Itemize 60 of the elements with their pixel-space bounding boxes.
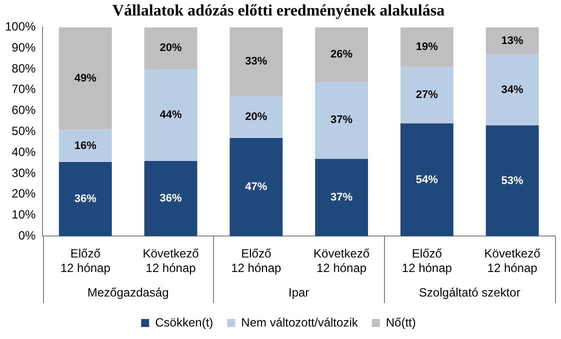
data-label: 53% bbox=[501, 174, 524, 187]
text: Ipar bbox=[288, 285, 310, 300]
y-tick-label: 100% bbox=[4, 20, 36, 34]
data-label: 37% bbox=[330, 192, 353, 204]
bar bbox=[486, 27, 539, 54]
legend-label: Csökken(t) bbox=[155, 315, 214, 330]
bar bbox=[400, 27, 454, 67]
y-tick-label: 70% bbox=[12, 82, 36, 96]
chart-title: Vállalatok adózás előtti eredményének alakulása bbox=[112, 2, 445, 20]
bar bbox=[144, 27, 198, 69]
x-tick-label: Következő 12 hónap bbox=[314, 246, 370, 276]
data-label: 37% bbox=[330, 114, 353, 126]
y-tick-label: 20% bbox=[12, 186, 36, 201]
data-label: 16% bbox=[74, 140, 97, 152]
y-tick-label: 10% bbox=[12, 208, 36, 222]
y-tick-label: 80% bbox=[12, 61, 36, 76]
data-label: 33% bbox=[245, 56, 268, 68]
bar bbox=[315, 27, 368, 82]
data-label: 27% bbox=[416, 89, 438, 102]
bar bbox=[400, 123, 454, 236]
x-tick-label: Következő 12 hónap bbox=[484, 246, 541, 276]
y-tick-label: 40% bbox=[12, 144, 36, 159]
text: Szolgáltató szektor bbox=[418, 285, 520, 300]
data-label: 20% bbox=[160, 42, 182, 54]
y-tick-label: 30% bbox=[12, 166, 36, 180]
bar bbox=[58, 130, 112, 162]
bar bbox=[486, 54, 539, 126]
x-tick-label: Előző 12 hónap bbox=[60, 246, 111, 276]
y-tick-label: 90% bbox=[12, 40, 36, 54]
data-label: 47% bbox=[245, 181, 268, 194]
data-label: 26% bbox=[330, 48, 353, 60]
bar bbox=[230, 138, 283, 236]
bar bbox=[144, 160, 198, 236]
bar bbox=[58, 27, 112, 130]
data-label: 19% bbox=[416, 41, 438, 54]
bar bbox=[315, 158, 368, 236]
bar bbox=[58, 162, 112, 236]
bar bbox=[400, 66, 454, 124]
legend-label: Nő(tt) bbox=[386, 315, 416, 330]
data-label: 34% bbox=[501, 84, 524, 96]
data-label: 13% bbox=[501, 34, 524, 47]
bar bbox=[230, 96, 283, 138]
x-tick-label: Előző 12 hónap bbox=[402, 246, 452, 276]
data-label: 49% bbox=[74, 72, 97, 84]
y-tick-label: 0% bbox=[18, 228, 36, 243]
bar bbox=[486, 125, 539, 236]
text: Mezőgazdaság bbox=[87, 285, 169, 300]
y-tick-label: 50% bbox=[12, 124, 36, 138]
x-tick-label: Előző 12 hónap bbox=[231, 246, 282, 276]
bar bbox=[230, 27, 283, 96]
legend-label: Nem változott/változik bbox=[241, 315, 359, 330]
y-tick-label: 60% bbox=[12, 103, 36, 118]
data-label: 36% bbox=[74, 193, 97, 206]
data-label: 20% bbox=[245, 111, 268, 124]
bar bbox=[315, 82, 368, 159]
data-label: 36% bbox=[160, 192, 182, 205]
x-tick-label: Következő 12 hónap bbox=[142, 246, 200, 276]
data-label: 44% bbox=[160, 109, 182, 122]
data-label: 54% bbox=[416, 174, 438, 186]
bar bbox=[144, 69, 198, 161]
